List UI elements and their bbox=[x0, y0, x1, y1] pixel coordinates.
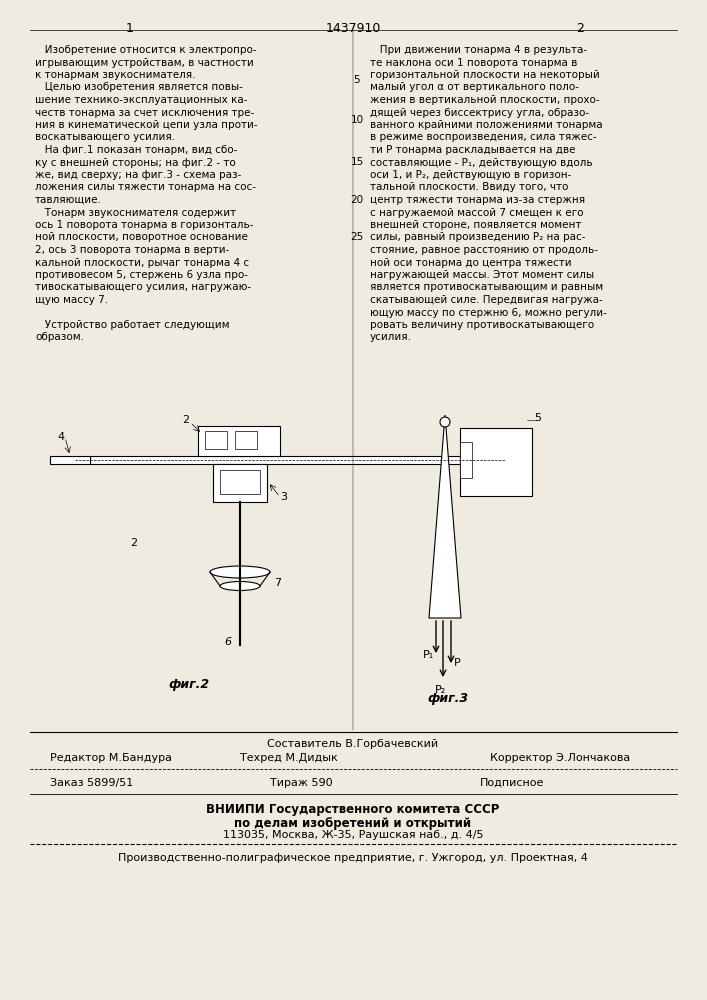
Text: фиг.2: фиг.2 bbox=[168, 678, 209, 691]
Text: 15: 15 bbox=[351, 157, 363, 167]
Text: фиг.3: фиг.3 bbox=[427, 692, 468, 705]
Bar bbox=[205, 431, 227, 449]
Text: малый угол α от вертикального поло-: малый угол α от вертикального поло- bbox=[370, 83, 579, 93]
Text: Заказ 5899/51: Заказ 5899/51 bbox=[50, 778, 133, 788]
Text: ной оси тонарма до центра тяжести: ной оси тонарма до центра тяжести bbox=[370, 257, 572, 267]
Text: усилия.: усилия. bbox=[370, 332, 412, 342]
Text: Тираж 590: Тираж 590 bbox=[270, 778, 332, 788]
Text: 6: 6 bbox=[224, 637, 231, 647]
Text: 20: 20 bbox=[351, 195, 363, 205]
Text: нагружающей массы. Этот момент силы: нагружающей массы. Этот момент силы bbox=[370, 270, 594, 280]
Text: ющую массу по стержню 6, можно регули-: ющую массу по стержню 6, можно регули- bbox=[370, 308, 607, 318]
Text: скатывающей силе. Передвигая нагружа-: скатывающей силе. Передвигая нагружа- bbox=[370, 295, 603, 305]
Text: по делам изобретений и открытий: по делам изобретений и открытий bbox=[235, 817, 472, 830]
Bar bbox=[460, 442, 472, 478]
Text: кальной плоскости, рычаг тонарма 4 с: кальной плоскости, рычаг тонарма 4 с bbox=[35, 257, 249, 267]
Bar bbox=[213, 464, 267, 502]
Bar bbox=[90, 456, 460, 464]
Text: 25: 25 bbox=[351, 232, 363, 242]
Text: образом.: образом. bbox=[35, 332, 84, 342]
Text: составляющие - P₁, действующую вдоль: составляющие - P₁, действующую вдоль bbox=[370, 157, 592, 167]
Text: 1437910: 1437910 bbox=[325, 22, 380, 35]
Text: Устройство работает следующим: Устройство работает следующим bbox=[35, 320, 230, 330]
Text: 4: 4 bbox=[57, 432, 64, 442]
Bar bbox=[235, 431, 257, 449]
Text: тавляющие.: тавляющие. bbox=[35, 195, 102, 205]
Text: воскатывающего усилия.: воскатывающего усилия. bbox=[35, 132, 175, 142]
Text: ти P тонарма раскладывается на две: ти P тонарма раскладывается на две bbox=[370, 145, 575, 155]
Text: центр тяжести тонарма из-за стержня: центр тяжести тонарма из-за стержня bbox=[370, 195, 585, 205]
Text: 2: 2 bbox=[576, 22, 584, 35]
Text: P₂: P₂ bbox=[435, 685, 446, 695]
Bar bbox=[50, 456, 90, 464]
Text: внешней стороне, появляется момент: внешней стороне, появляется момент bbox=[370, 220, 581, 230]
Text: к тонармам звукоснимателя.: к тонармам звукоснимателя. bbox=[35, 70, 196, 80]
Text: Изобретение относится к электропро-: Изобретение относится к электропро- bbox=[35, 45, 257, 55]
Text: оси 1, и P₂, действующую в горизон-: оси 1, и P₂, действующую в горизон- bbox=[370, 170, 571, 180]
Text: 2: 2 bbox=[130, 538, 137, 548]
Text: ния в кинематической цепи узла проти-: ния в кинематической цепи узла проти- bbox=[35, 120, 257, 130]
Text: с нагружаемой массой 7 смещен к его: с нагружаемой массой 7 смещен к его bbox=[370, 208, 583, 218]
Polygon shape bbox=[429, 415, 461, 618]
Text: ку с внешней стороны; на фиг.2 - то: ку с внешней стороны; на фиг.2 - то bbox=[35, 157, 235, 167]
Text: щую массу 7.: щую массу 7. bbox=[35, 295, 108, 305]
Text: 7: 7 bbox=[274, 578, 281, 588]
Circle shape bbox=[440, 417, 450, 427]
Text: ВНИИПИ Государственного комитета СССР: ВНИИПИ Государственного комитета СССР bbox=[206, 803, 500, 816]
Text: силы, равный произведению P₂ на рас-: силы, равный произведению P₂ на рас- bbox=[370, 232, 585, 242]
Text: в режиме воспроизведения, сила тяжес-: в режиме воспроизведения, сила тяжес- bbox=[370, 132, 597, 142]
Text: 5: 5 bbox=[534, 413, 541, 423]
Text: ванного крайними положениями тонарма: ванного крайними положениями тонарма bbox=[370, 120, 602, 130]
Text: тальной плоскости. Ввиду того, что: тальной плоскости. Ввиду того, что bbox=[370, 182, 568, 192]
Text: 1: 1 bbox=[126, 22, 134, 35]
Text: Редактор М.Бандура: Редактор М.Бандура bbox=[50, 753, 172, 763]
Text: является противоскатывающим и равным: является противоскатывающим и равным bbox=[370, 282, 603, 292]
Text: При движении тонарма 4 в результа-: При движении тонарма 4 в результа- bbox=[370, 45, 587, 55]
Text: горизонтальной плоскости на некоторый: горизонтальной плоскости на некоторый bbox=[370, 70, 600, 80]
Text: жения в вертикальной плоскости, прохо-: жения в вертикальной плоскости, прохо- bbox=[370, 95, 600, 105]
Text: же, вид сверху; на фиг.3 - схема раз-: же, вид сверху; на фиг.3 - схема раз- bbox=[35, 170, 241, 180]
Text: ось 1 поворота тонарма в горизонталь-: ось 1 поворота тонарма в горизонталь- bbox=[35, 220, 254, 230]
Text: Производственно-полиграфическое предприятие, г. Ужгород, ул. Проектная, 4: Производственно-полиграфическое предприя… bbox=[118, 853, 588, 863]
Bar bbox=[198, 426, 280, 456]
Text: P: P bbox=[454, 658, 461, 668]
Text: 113035, Москва, Ж-35, Раушская наб., д. 4/5: 113035, Москва, Ж-35, Раушская наб., д. … bbox=[223, 830, 484, 840]
Text: игрывающим устройствам, в частности: игрывающим устройствам, в частности bbox=[35, 57, 254, 68]
Text: На фиг.1 показан тонарм, вид сбо-: На фиг.1 показан тонарм, вид сбо- bbox=[35, 145, 238, 155]
Text: ровать величину противоскатывающего: ровать величину противоскатывающего bbox=[370, 320, 594, 330]
Bar bbox=[220, 470, 260, 494]
Text: дящей через биссектрису угла, образо-: дящей через биссектрису угла, образо- bbox=[370, 107, 589, 117]
Text: тивоскатывающего усилия, нагружаю-: тивоскатывающего усилия, нагружаю- bbox=[35, 282, 251, 292]
Text: 2, ось 3 поворота тонарма в верти-: 2, ось 3 поворота тонарма в верти- bbox=[35, 245, 229, 255]
Text: 3: 3 bbox=[280, 492, 287, 502]
Text: ной плоскости, поворотное основание: ной плоскости, поворотное основание bbox=[35, 232, 248, 242]
Text: 5: 5 bbox=[354, 75, 361, 85]
Text: Техред М.Дидык: Техред М.Дидык bbox=[240, 753, 338, 763]
Text: шение технико-эксплуатационных ка-: шение технико-эксплуатационных ка- bbox=[35, 95, 247, 105]
Text: Корректор Э.Лончакова: Корректор Э.Лончакова bbox=[490, 753, 630, 763]
Text: P₁: P₁ bbox=[423, 650, 434, 660]
Text: 10: 10 bbox=[351, 115, 363, 125]
Text: Тонарм звукоснимателя содержит: Тонарм звукоснимателя содержит bbox=[35, 208, 236, 218]
Text: противовесом 5, стержень 6 узла про-: противовесом 5, стержень 6 узла про- bbox=[35, 270, 248, 280]
Text: стояние, равное расстоянию от продоль-: стояние, равное расстоянию от продоль- bbox=[370, 245, 598, 255]
Text: те наклона оси 1 поворота тонарма в: те наклона оси 1 поворота тонарма в bbox=[370, 57, 578, 68]
Bar bbox=[460, 428, 532, 496]
Ellipse shape bbox=[210, 566, 270, 578]
Text: Целью изобретения является повы-: Целью изобретения является повы- bbox=[35, 83, 243, 93]
Text: Составитель В.Горбачевский: Составитель В.Горбачевский bbox=[267, 739, 438, 749]
Text: ложения силы тяжести тонарма на сос-: ложения силы тяжести тонарма на сос- bbox=[35, 182, 256, 192]
Text: 2: 2 bbox=[182, 415, 189, 425]
Ellipse shape bbox=[220, 582, 260, 590]
Text: честв тонарма за счет исключения тре-: честв тонарма за счет исключения тре- bbox=[35, 107, 255, 117]
Text: Подписное: Подписное bbox=[480, 778, 544, 788]
